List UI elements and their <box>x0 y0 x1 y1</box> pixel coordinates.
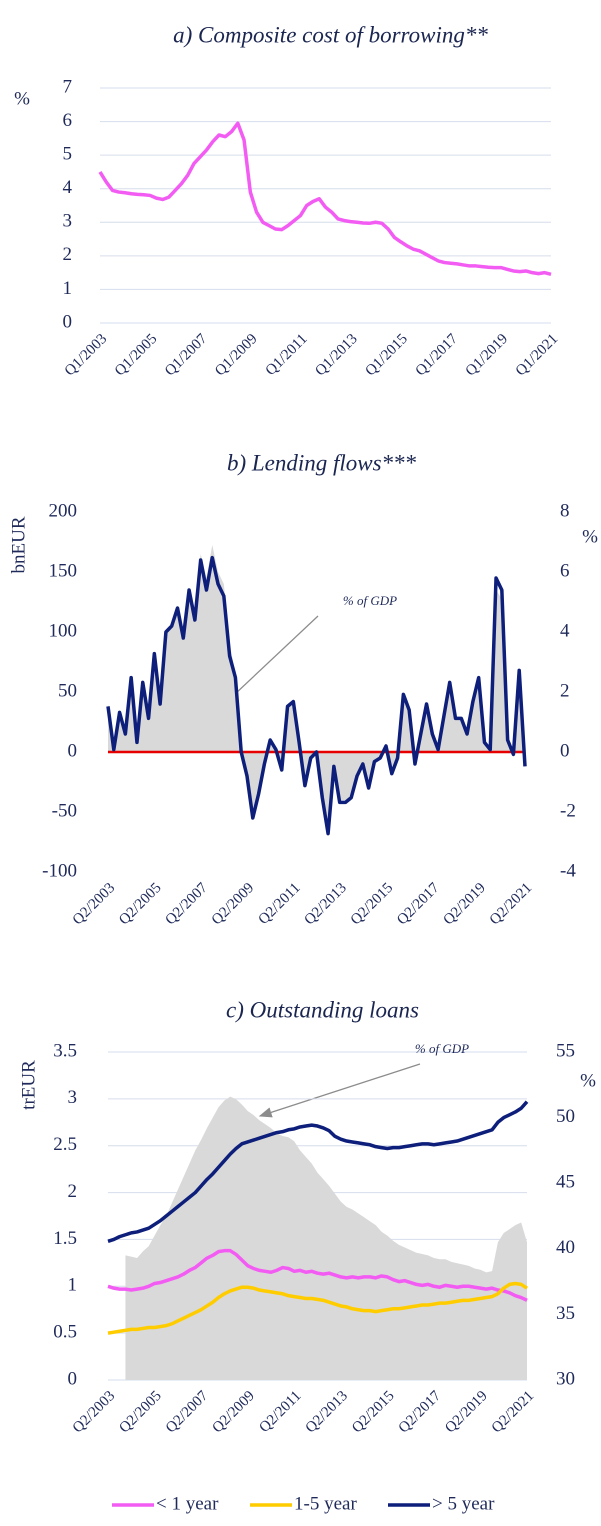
x-tick-label: Q1/2017 <box>413 331 462 380</box>
y-tick-label: 4 <box>63 177 73 198</box>
line <box>107 1281 528 1335</box>
x-tick-label: Q2/2003 <box>70 880 118 928</box>
y-tick-label: 150 <box>49 560 78 581</box>
line <box>107 1100 529 1243</box>
y-tick-label: -100 <box>42 860 77 881</box>
y2-tick-label: 40 <box>556 1237 575 1258</box>
legend-label: < 1 year <box>156 1493 219 1514</box>
x-tick-label: Q1/2007 <box>162 331 211 380</box>
x-tick-label: Q1/2013 <box>312 331 360 379</box>
x-tick-label: Q2/2005 <box>116 880 164 928</box>
x-tick-label: Q2/2017 <box>394 880 443 929</box>
legend-label: 1-5 year <box>294 1493 357 1514</box>
x-tick-label: Q2/2019 <box>440 880 488 928</box>
y-axis-label: bnEUR <box>8 516 29 573</box>
y-tick-label: 2 <box>68 1181 78 1202</box>
y-tick-label: 2 <box>63 244 73 265</box>
chart-title: a) Composite cost of borrowing** <box>173 22 488 47</box>
y-tick-label: 2.5 <box>53 1134 77 1155</box>
y2-tick-label: 35 <box>556 1303 575 1324</box>
y2-tick-label: 30 <box>556 1368 575 1389</box>
x-tick-label: Q2/2021 <box>487 880 535 928</box>
line <box>106 555 527 836</box>
line <box>107 1248 528 1302</box>
x-tick-label: Q2/2019 <box>442 1388 490 1436</box>
y-tick-label: 5 <box>63 144 73 165</box>
y-tick-label: 1.5 <box>53 1228 77 1249</box>
x-tick-label: Q2/2005 <box>116 1388 164 1436</box>
y2-tick-label: 50 <box>556 1106 575 1127</box>
x-tick-label: Q2/2007 <box>163 1388 212 1437</box>
x-tick-label: Q2/2003 <box>70 1388 118 1436</box>
y2-tick-label: -2 <box>560 800 576 821</box>
annotation: % of GDP <box>415 1041 469 1056</box>
y-tick-label: -50 <box>52 800 77 821</box>
x-tick-label: Q2/2011 <box>256 880 304 928</box>
x-tick-label: Q1/2009 <box>212 331 260 379</box>
x-tick-label: Q2/2017 <box>396 1388 445 1437</box>
y-tick-label: 200 <box>49 500 78 521</box>
x-tick-label: Q2/2009 <box>209 880 257 928</box>
x-tick-label: Q2/2011 <box>256 1388 304 1436</box>
x-tick-label: Q2/2013 <box>303 1388 351 1436</box>
y-tick-label: 1 <box>63 278 73 299</box>
x-tick-label: Q1/2015 <box>362 331 410 379</box>
x-tick-label: Q1/2005 <box>112 331 160 379</box>
area <box>108 545 525 827</box>
y2-tick-label: 8 <box>560 500 570 521</box>
y2-tick-label: 2 <box>560 680 570 701</box>
y2-tick-label: 6 <box>560 560 570 581</box>
x-tick-label: Q1/2021 <box>513 331 561 379</box>
annotation: % of GDP <box>343 593 397 608</box>
y-tick-label: 100 <box>49 620 78 641</box>
x-tick-label: Q2/2015 <box>348 880 396 928</box>
y-tick-label: 3.5 <box>53 1040 77 1061</box>
y2-axis-label: % <box>582 526 598 547</box>
y-tick-label: 0.5 <box>53 1322 77 1343</box>
y2-axis-label: % <box>580 1070 596 1091</box>
x-tick-label: Q1/2003 <box>62 331 110 379</box>
y-axis-label: trEUR <box>18 1060 39 1110</box>
x-tick-label: Q2/2021 <box>489 1388 537 1436</box>
y-axis-label: % <box>14 88 30 109</box>
x-tick-label: Q1/2011 <box>263 331 311 379</box>
area <box>125 1096 527 1380</box>
annotation-arrow <box>258 1063 421 1118</box>
y2-tick-label: -4 <box>560 860 576 881</box>
line <box>98 121 552 277</box>
x-tick-label: Q2/2013 <box>301 880 349 928</box>
x-tick-label: Q2/2007 <box>162 880 211 929</box>
x-tick-label: Q2/2009 <box>209 1388 257 1436</box>
chart-title: b) Lending flows*** <box>227 450 417 475</box>
y-tick-label: 0 <box>63 311 73 332</box>
y-tick-label: 1 <box>68 1275 78 1296</box>
y2-tick-label: 45 <box>556 1172 575 1193</box>
y-tick-label: 3 <box>63 211 73 232</box>
y2-tick-label: 0 <box>560 740 570 761</box>
y-tick-label: 6 <box>63 110 73 131</box>
y-tick-label: 7 <box>63 76 73 97</box>
y-tick-label: 0 <box>68 740 78 761</box>
x-tick-label: Q1/2019 <box>463 331 511 379</box>
chart-title: c) Outstanding loans <box>226 997 419 1022</box>
y-tick-label: 3 <box>68 1087 78 1108</box>
y2-tick-label: 55 <box>556 1040 575 1061</box>
legend-label: > 5 year <box>432 1493 495 1514</box>
y2-tick-label: 4 <box>560 620 570 641</box>
x-tick-label: Q2/2015 <box>349 1388 397 1436</box>
y-tick-label: 50 <box>58 680 77 701</box>
y-tick-label: 0 <box>68 1368 78 1389</box>
